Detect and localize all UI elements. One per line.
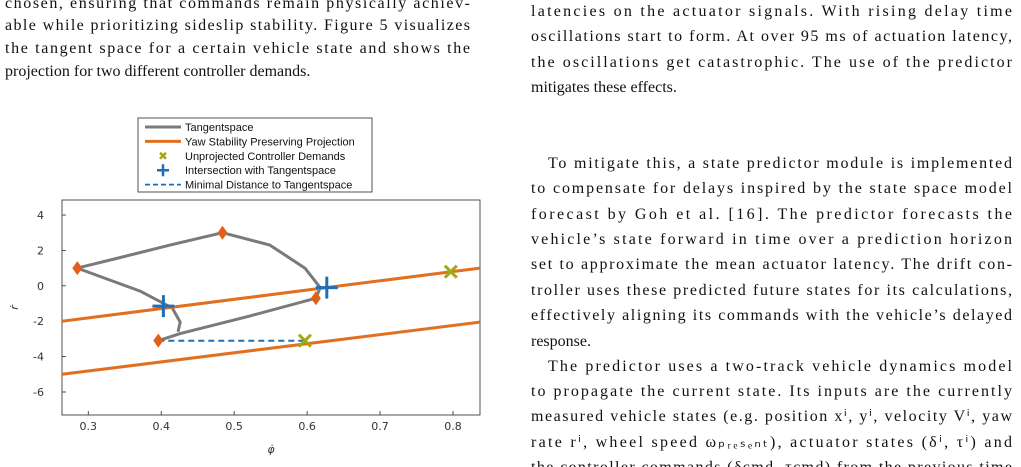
x-tick-label: 0.6 [298, 420, 316, 433]
x-tick-label: 0.5 [225, 420, 243, 433]
legend-plus [157, 164, 169, 177]
legend-label: Unprojected Controller Demands [185, 151, 346, 163]
marker-plus [152, 295, 175, 318]
plot-area [61, 199, 481, 416]
text-line: forecast by Goh et al. [16]. The predict… [531, 206, 1012, 223]
legend-label: Intersection with Tangentspace [185, 165, 336, 177]
y-axis-label: ṙ [8, 304, 21, 310]
x-tick-label: 0.3 [80, 420, 98, 433]
marker-diamond [310, 291, 321, 306]
y-tick-label: -4 [33, 351, 44, 364]
text-line: the controller commands (δcmd, τcmd) fro… [531, 459, 1012, 467]
chart: 0.3 0.4 0.5 0.6 0.7 0.8 -6 -4 -2 0 2 4 φ̇ ṙ Tangentspa… [8, 117, 481, 456]
x-tick-label: 0.7 [371, 420, 389, 433]
y-tick-label: -6 [33, 386, 44, 399]
legend-label: Tangentspace [185, 122, 254, 134]
text-line: chosen, ensuring that commands remain ph… [5, 0, 470, 12]
text-line: troller uses these predicted future stat… [531, 282, 1012, 299]
text-line: vehicle’s state forward in time over a p… [531, 231, 1012, 248]
x-axis-label: φ̇ [267, 443, 275, 456]
legend-label: Minimal Distance to Tangentspace [185, 180, 352, 192]
marker-diamond [153, 333, 164, 348]
x-tick-label: 0.8 [444, 420, 462, 433]
legend-label: Yaw Stability Preserving Projection [185, 136, 355, 148]
x-tick-label: 0.4 [152, 420, 170, 433]
marker-x [297, 333, 312, 348]
series-line [62, 266, 480, 376]
plot-layer [62, 225, 480, 376]
text-line: The predictor uses a two-track vehicle d… [548, 358, 1013, 375]
text-line: latencies on the actuator signals. With … [531, 3, 1012, 20]
text-line: projection for two different controller … [5, 63, 310, 80]
marker-diamond [217, 225, 228, 240]
legend-box [137, 117, 373, 193]
text-line: the tangent space for a certain vehicle … [5, 40, 470, 57]
y-tick-label: 2 [37, 244, 44, 257]
y-tick-label: 0 [37, 280, 44, 293]
marker-diamond [72, 261, 83, 276]
text-line: oscillations start to form. At over 95 m… [531, 28, 1012, 45]
text-line: able while prioritizing sideslip stabili… [5, 17, 470, 34]
text-line: effectively aligning its commands with t… [531, 307, 1012, 324]
text-line: set to approximate the mean actuator lat… [531, 256, 1012, 273]
text-line: the oscillations get catastrophic. The u… [531, 54, 1013, 71]
legend-x [159, 151, 167, 160]
marker-plus [315, 276, 338, 299]
y-tick-label: 4 [37, 209, 44, 222]
text-line: to propagate the current state. Its inpu… [531, 383, 1012, 400]
text-line: mitigates these effects. [531, 79, 677, 96]
text-line: rate rⁱ, wheel speed ωₚᵣₑₛₑₙₜ), actuator… [531, 434, 1012, 451]
text-line: response. [531, 333, 591, 350]
y-tick-label: -2 [33, 315, 44, 328]
marker-x [443, 264, 458, 279]
text-line: To mitigate this, a state predictor modu… [548, 155, 1012, 172]
